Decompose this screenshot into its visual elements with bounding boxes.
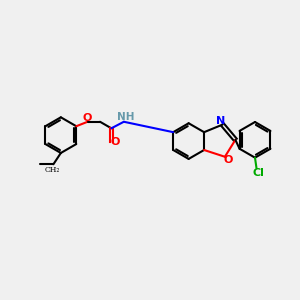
Text: O: O [223, 155, 232, 165]
Text: N: N [216, 116, 226, 126]
Text: NH: NH [117, 112, 134, 122]
Text: CH₂: CH₂ [45, 166, 61, 174]
Text: O: O [83, 113, 92, 123]
Text: O: O [110, 137, 120, 147]
Text: Cl: Cl [252, 167, 264, 178]
